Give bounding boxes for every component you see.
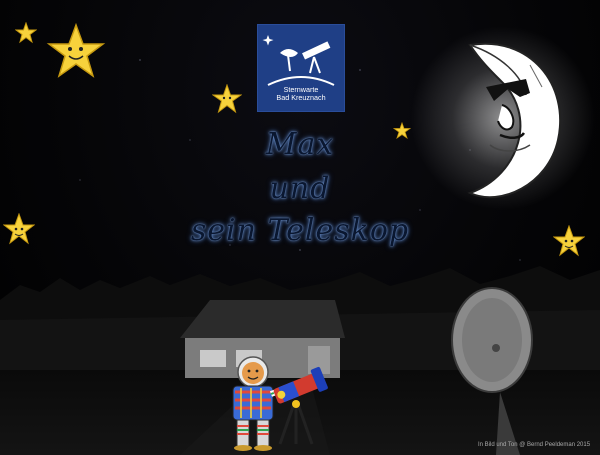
title-line2: und bbox=[269, 171, 331, 206]
star-icon bbox=[212, 84, 242, 114]
star-icon bbox=[393, 122, 411, 140]
star-icon bbox=[46, 22, 106, 78]
moon-icon bbox=[467, 42, 562, 199]
star-icon bbox=[553, 225, 585, 257]
title-line1: Max bbox=[265, 127, 335, 162]
telescope-icon bbox=[273, 366, 328, 445]
star-icon bbox=[15, 22, 37, 44]
credit-text: In Bild und Ton @ Bernd Peeldeman 2015 bbox=[478, 442, 591, 448]
logo-line1: Sternwarte bbox=[283, 85, 319, 94]
observatory-emblem-icon bbox=[262, 35, 335, 86]
star-icon bbox=[3, 213, 35, 245]
radio-dish-icon bbox=[451, 287, 533, 455]
title-line3: sein Teleskop bbox=[190, 213, 410, 248]
logo-line2: Bad Kreuznach bbox=[276, 93, 326, 102]
observatory-logo: Sternwarte Bad Kreuznach bbox=[257, 24, 345, 112]
sunglasses-icon bbox=[486, 79, 530, 101]
